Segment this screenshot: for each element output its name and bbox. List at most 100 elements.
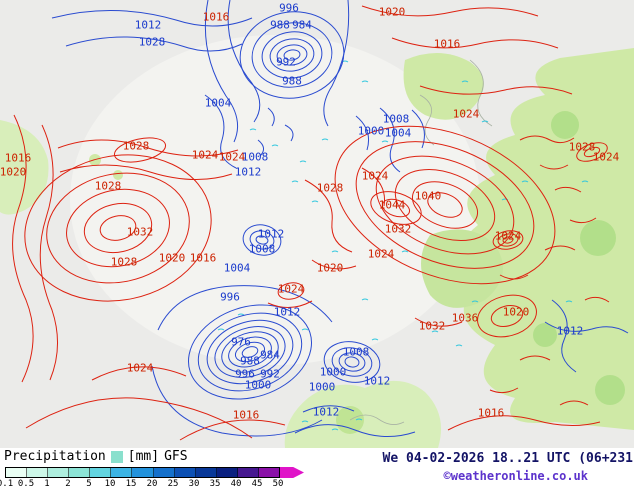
pressure-label: 1044 — [378, 198, 406, 212]
coastlines — [349, 59, 493, 425]
pressure-label: 1008 — [248, 242, 276, 256]
pressure-label: 1016 — [189, 251, 217, 265]
pressure-label: 1024 — [494, 229, 522, 243]
pressure-label: 1028 — [568, 140, 596, 154]
pressure-label: 1008 — [342, 345, 370, 359]
legend-value: 1 — [44, 479, 50, 489]
pressure-label: 1028 — [94, 179, 122, 193]
legend-value: 0.1 — [0, 479, 14, 489]
pressure-label: 1020 — [158, 251, 186, 265]
pressure-label: 1004 — [223, 261, 251, 275]
copyright: ©weatheronline.co.uk — [443, 469, 589, 483]
legend-color-segment — [258, 468, 280, 477]
legend-value: 10 — [104, 479, 116, 489]
legend-model-label: GFS — [164, 449, 188, 464]
legend-colorbar-wrap — [5, 467, 304, 478]
pressure-label: 1020 — [378, 5, 406, 19]
legend-value: 2 — [65, 479, 71, 489]
pressure-label: 1012 — [273, 305, 301, 319]
pressure-label: 1016 — [477, 406, 505, 420]
pressure-label: 1004 — [384, 126, 412, 140]
pressure-label: 1024 — [361, 169, 389, 183]
legend-color-segment — [132, 468, 154, 477]
legend-color-segment — [90, 468, 112, 477]
pressure-label: 1020 — [0, 165, 27, 179]
pressure-label: 1004 — [204, 96, 232, 110]
pressure-label: 1024 — [218, 150, 246, 164]
pressure-label: 1012 — [134, 18, 162, 32]
pressure-label: 1000 — [357, 124, 385, 138]
pressure-label: 1036 — [451, 311, 479, 325]
legend-value: 40 — [230, 479, 242, 489]
legend-color-segment — [174, 468, 196, 477]
pressure-label: 1024 — [592, 150, 620, 164]
pressure-label: 1024 — [191, 148, 219, 162]
pressure-label: 1028 — [316, 181, 344, 195]
legend-color-segment — [153, 468, 175, 477]
pressure-label: 1028 — [110, 255, 138, 269]
legend-value: 25 — [167, 479, 179, 489]
legend-value: 35 — [209, 479, 221, 489]
pressure-label: 996 — [279, 1, 299, 15]
pressure-label: 1008 — [382, 112, 410, 126]
pressure-label: 1012 — [234, 165, 262, 179]
pressure-label: 984 — [260, 348, 280, 362]
pressure-label: 1032 — [384, 222, 412, 236]
pressure-label: 996 — [220, 290, 240, 304]
legend-value: 45 — [251, 479, 263, 489]
pressure-label: 976 — [231, 335, 251, 349]
pressure-label: 1000 — [308, 380, 336, 394]
pressure-label: 1012 — [312, 405, 340, 419]
pressure-label: 1012 — [257, 227, 285, 241]
legend-colorbar-arrow — [280, 467, 304, 478]
legend-value: 0.5 — [17, 479, 35, 489]
legend-color-segment — [237, 468, 259, 477]
pressure-label: 1016 — [433, 37, 461, 51]
weather-map-graphic — [0, 0, 634, 448]
legend-color-segment — [195, 468, 217, 477]
pressure-label: 1040 — [414, 189, 442, 203]
blue-isobars — [51, 0, 629, 437]
pressure-label: 1016 — [4, 151, 32, 165]
legend-chip — [110, 450, 123, 463]
legend-colorbar — [5, 467, 280, 478]
pressure-label: 1024 — [126, 361, 154, 375]
legend-color-segment — [69, 468, 91, 477]
pressure-label: 996 — [235, 367, 255, 381]
pressure-label: 984 — [292, 18, 312, 32]
pressure-label: 992 — [276, 55, 296, 69]
weather-map: 1012 1016 996 988 984 1020 1028 1016 992 988 1004 1… — [0, 0, 634, 448]
footer: Precipitation [mm] GFS 0.10.512510152025… — [0, 448, 634, 490]
pressure-label: 1008 — [241, 150, 269, 164]
green-areas — [0, 48, 634, 448]
pressure-label: 1032 — [126, 225, 154, 239]
pressure-label: 988 — [240, 354, 260, 368]
pressure-label: 1024 — [452, 107, 480, 121]
legend-value: 30 — [188, 479, 200, 489]
legend-value: 5 — [86, 479, 92, 489]
legend-color-segment — [48, 468, 70, 477]
pressure-label: 1024 — [277, 282, 305, 296]
datetime: We 04-02-2026 18..21 UTC (06+231 — [382, 451, 633, 466]
legend-parameter-label: Precipitation — [4, 449, 106, 464]
pressure-label: 1028 — [138, 35, 166, 49]
pressure-label: 1000 — [319, 365, 347, 379]
legend-units-label: [mm] — [127, 449, 160, 464]
pressure-label: 1000 — [244, 378, 272, 392]
pressure-label: 1028 — [122, 139, 150, 153]
pressure-label: 1012 — [363, 374, 391, 388]
pressure-label: 1032 — [418, 319, 446, 333]
pressure-label: 1012 — [556, 324, 584, 338]
pressure-label: 988 — [270, 18, 290, 32]
pressure-label: 1020 — [502, 305, 530, 319]
pressure-labels-layer: 1012 1016 996 988 984 1020 1028 1016 992 988 1004 1… — [0, 1, 620, 422]
legend-color-segment — [216, 468, 238, 477]
pressure-label: 988 — [282, 74, 302, 88]
pressure-label: 992 — [260, 367, 280, 381]
pressure-label: 1024 — [367, 247, 395, 261]
legend-value: 20 — [146, 479, 158, 489]
legend-color-segment — [111, 468, 133, 477]
pressure-label: 1016 — [202, 10, 230, 24]
pressure-label: 1016 — [232, 408, 260, 422]
